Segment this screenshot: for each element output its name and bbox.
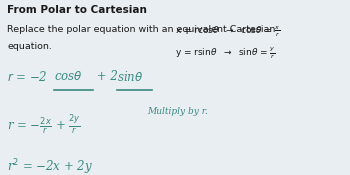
Text: x = rcos$\theta$  $\rightarrow$  cos$\theta$ = $\frac{x}{r}$: x = rcos$\theta$ $\rightarrow$ cos$\thet… [175,25,280,39]
Text: sin$\theta$: sin$\theta$ [117,70,144,84]
Text: r = $-\frac{2x}{r}$ + $\frac{2y}{r}$: r = $-\frac{2x}{r}$ + $\frac{2y}{r}$ [7,114,81,137]
Text: From Polar to Cartesian: From Polar to Cartesian [7,5,147,15]
Text: y = rsin$\theta$  $\rightarrow$  sin$\theta$ = $\frac{y}{r}$: y = rsin$\theta$ $\rightarrow$ sin$\thet… [175,46,276,61]
Text: r$^2$ = $-$2x + 2y: r$^2$ = $-$2x + 2y [7,158,93,175]
Text: $r$ = $-$2: $r$ = $-$2 [7,70,48,84]
Text: + 2: + 2 [93,70,118,83]
Text: equation.: equation. [7,42,52,51]
Text: Replace the polar equation with an equivalent Cartesian: Replace the polar equation with an equiv… [7,25,275,33]
Text: cos$\theta$: cos$\theta$ [54,70,83,83]
Text: Multiply by r.: Multiply by r. [147,107,208,116]
